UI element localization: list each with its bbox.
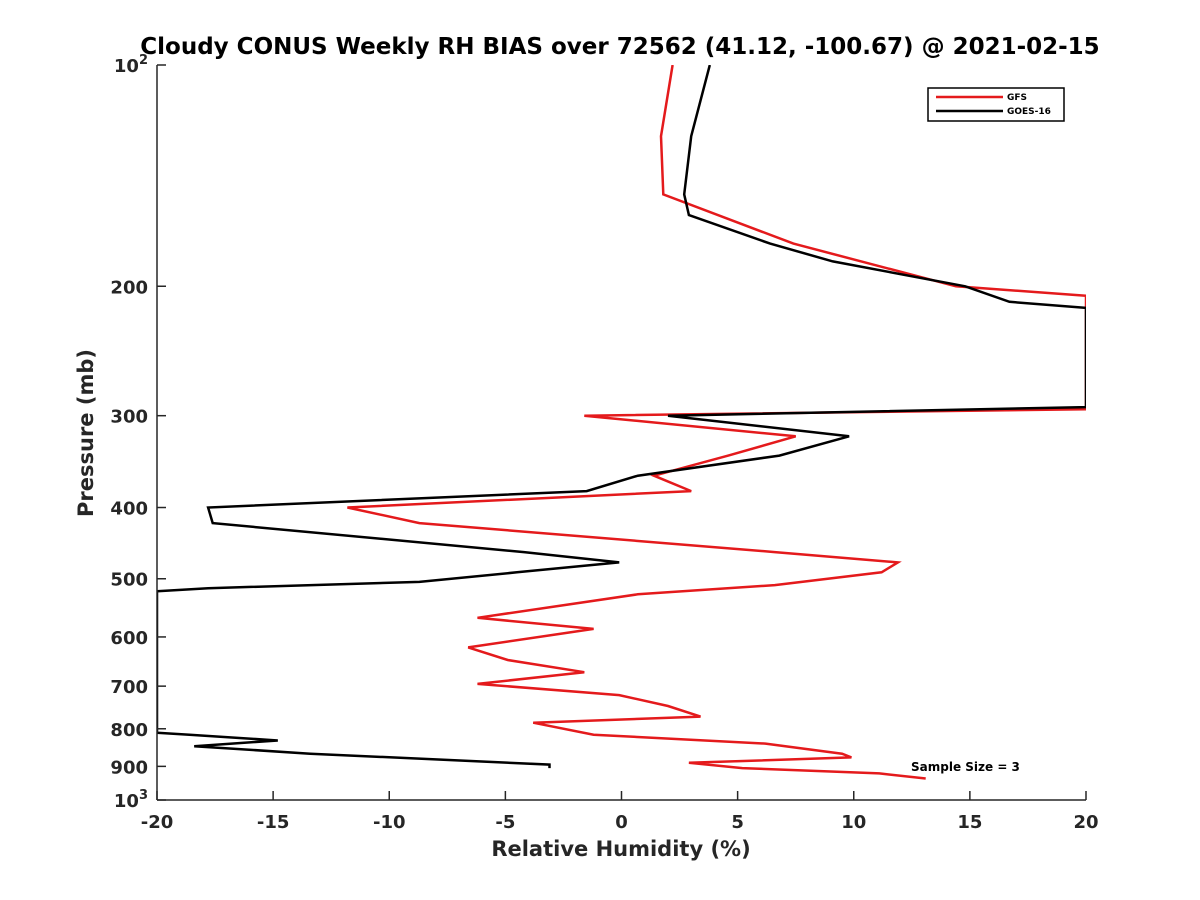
y-tick-label: 700 [110, 677, 148, 698]
y-tick-label: 800 [110, 720, 148, 741]
legend-label-gfs: GFS [1007, 93, 1027, 103]
y-tick-label: 400 [110, 499, 148, 520]
y-tick-label: 200 [110, 277, 148, 298]
y-axis-label: Pressure (mb) [74, 349, 98, 517]
series-layer [157, 65, 1086, 780]
legend-box [927, 87, 1065, 122]
x-tick-label: 20 [1073, 812, 1098, 833]
y-tick-label: 102 [114, 53, 148, 77]
x-tick-label: 15 [957, 812, 982, 833]
y-tick-label: 500 [110, 570, 148, 591]
legend-label-goes16: GOES-16 [1007, 107, 1051, 117]
x-tick-label: 0 [615, 812, 628, 833]
x-tick-label: 10 [841, 812, 866, 833]
y-tick-label: 600 [110, 628, 148, 649]
sample-size-annotation: Sample Size = 3 [911, 760, 1020, 774]
y-tick-label: 103 [114, 788, 148, 812]
x-tick-label: -20 [141, 812, 174, 833]
x-tick-label: -5 [495, 812, 515, 833]
x-tick-label: 5 [731, 812, 744, 833]
ticks-layer: -20 -15 -10 -5 0 5 10 15 20 102 200 300 400 500 600 700… [110, 53, 1098, 833]
plot-area [157, 65, 1086, 800]
series-line-goes16 [157, 65, 1086, 769]
x-tick-label: -10 [373, 812, 406, 833]
series-line-gfs [347, 65, 1086, 780]
legend: GFS GOES-16 [927, 87, 1065, 122]
y-tick-label: 300 [110, 407, 148, 428]
x-tick-label: -15 [257, 812, 290, 833]
y-tick-label: 900 [110, 757, 148, 778]
chart-title: Cloudy CONUS Weekly RH BIAS over 72562 (… [140, 34, 1099, 60]
x-axis-label: Relative Humidity (%) [491, 837, 750, 861]
